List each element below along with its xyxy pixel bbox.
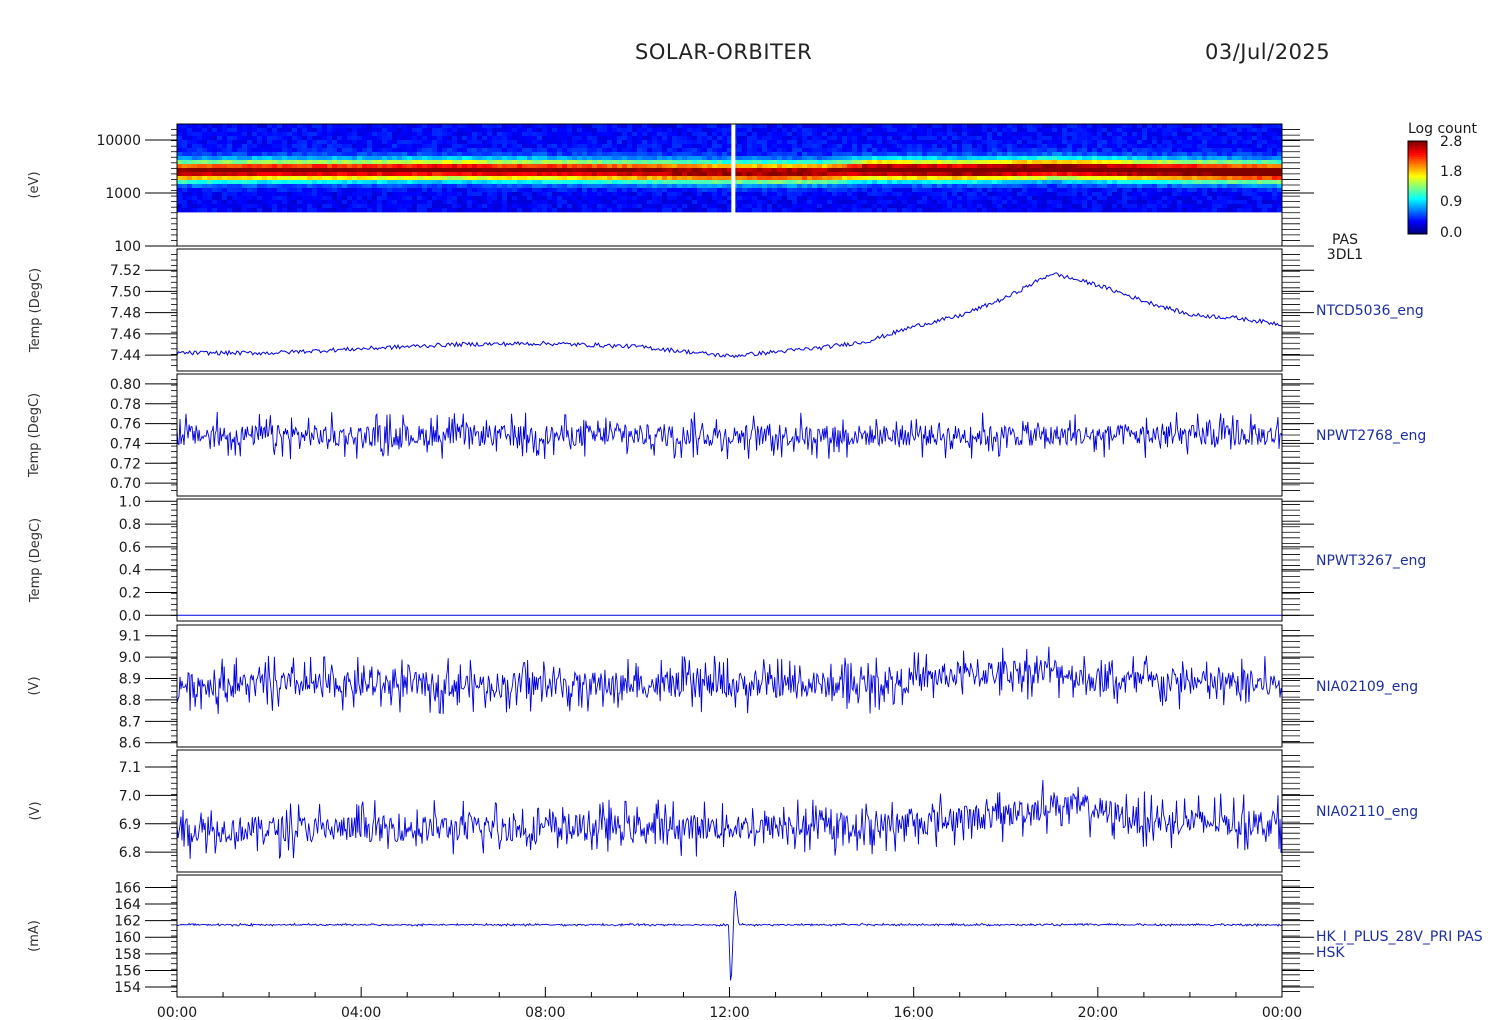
ytick-label-1-3: 7.46 [110,327,141,343]
ytick-label-4-4: 8.7 [119,714,141,730]
colorbar-tick-2: 0.9 [1440,194,1462,210]
ytick-label-4-2: 8.9 [119,672,141,688]
series-line-2 [176,411,1283,460]
ytick-label-1-0: 7.52 [110,263,141,279]
y-axis-title-1: Temp (DegC) [28,268,43,353]
ytick-label-4-3: 8.8 [119,693,141,709]
side-label-6-1: HSK [1316,945,1345,961]
series-line-1 [176,272,1283,359]
xtick-label-6: 00:00 [1262,1005,1302,1020]
ytick-label-2-1: 0.78 [110,397,141,413]
xtick-label-3: 12:00 [709,1005,749,1020]
y-axis-title-6: (mA) [27,920,42,952]
ytick-label-6-0: 166 [114,880,141,896]
y-axis-title-0: (eV) [27,171,42,198]
ytick-label-5-1: 7.0 [119,788,141,804]
ytick-label-0-1: 1000 [105,186,141,202]
side-label-6-0: HK_I_PLUS_28V_PRI PAS [1316,929,1483,945]
xtick-label-4: 16:00 [893,1005,933,1020]
ytick-label-3-1: 0.8 [119,517,141,533]
series-line-5 [176,779,1283,859]
ytick-label-3-3: 0.4 [119,563,141,579]
ytick-label-5-3: 6.8 [119,845,141,861]
ytick-label-3-2: 0.6 [119,540,141,556]
ytick-label-6-1: 164 [114,897,141,913]
panel-frame-1 [176,248,1283,372]
ytick-label-0-2: 100 [114,239,141,255]
spectrogram-data-gap [731,124,736,246]
ytick-label-0-0: 10000 [96,133,141,149]
panel-frame-5 [176,749,1283,873]
xtick-label-0: 00:00 [157,1005,197,1020]
side-label-2-0: NPWT2768_eng [1316,428,1426,444]
y-axis-title-3: Temp (DegC) [28,518,43,603]
panel-frame-3 [176,498,1283,622]
y-axis-title-2: Temp (DegC) [27,393,42,478]
ytick-label-5-2: 6.9 [119,817,141,833]
date-title: 03/Jul/2025 [1205,40,1331,64]
colorbar-tick-1: 1.8 [1440,164,1462,180]
side-label-1-0: NTCD5036_eng [1316,303,1424,319]
mission-title: SOLAR-ORBITER [635,40,813,64]
ytick-label-6-4: 158 [114,947,141,963]
xtick-label-5: 20:00 [1078,1005,1118,1020]
ytick-label-1-4: 7.44 [110,348,141,364]
ytick-label-3-4: 0.2 [119,585,141,601]
colorbar-tick-0: 2.8 [1440,134,1462,150]
series-line-4 [176,646,1283,715]
xtick-label-1: 04:00 [341,1005,381,1020]
panel-frame-6 [176,874,1283,998]
y-axis-title-4: (V) [27,676,42,695]
ytick-label-1-2: 7.48 [110,306,141,322]
ytick-label-4-0: 9.1 [119,629,141,645]
ytick-label-4-1: 9.0 [119,650,141,666]
spectrogram-cells [177,124,1283,213]
colorbar-tick-3: 0.0 [1440,225,1462,241]
side-label-4-0: NIA02109_eng [1316,679,1418,695]
ytick-label-6-2: 162 [114,914,141,930]
ytick-label-6-3: 160 [114,930,141,946]
ytick-label-3-0: 1.0 [119,494,141,510]
y-axis-title-5: (V) [28,801,43,820]
ytick-label-2-3: 0.74 [110,436,141,452]
ytick-label-2-5: 0.70 [110,476,141,492]
colorbar-frame [1407,140,1428,235]
ytick-label-3-5: 0.0 [119,608,141,624]
colorbar-gradient [1408,141,1427,235]
ytick-label-2-0: 0.80 [110,377,141,393]
ytick-label-4-5: 8.6 [119,736,141,752]
ytick-label-6-5: 156 [114,963,141,979]
side-label-5-0: NIA02110_eng [1316,804,1418,820]
ytick-label-2-2: 0.76 [110,417,141,433]
side-label-3-0: NPWT3267_eng [1316,553,1426,569]
ytick-label-1-1: 7.50 [110,284,141,300]
ytick-label-6-6: 154 [114,980,141,996]
side-label-0-0: PAS [1332,232,1358,248]
colorbar-title: Log count [1408,121,1477,137]
ytick-label-2-4: 0.72 [110,456,141,472]
series-line-6 [176,890,1283,981]
side-label-0-1: 3DL1 [1327,247,1363,263]
xtick-label-2: 08:00 [525,1005,565,1020]
ytick-label-5-0: 7.1 [119,760,141,776]
